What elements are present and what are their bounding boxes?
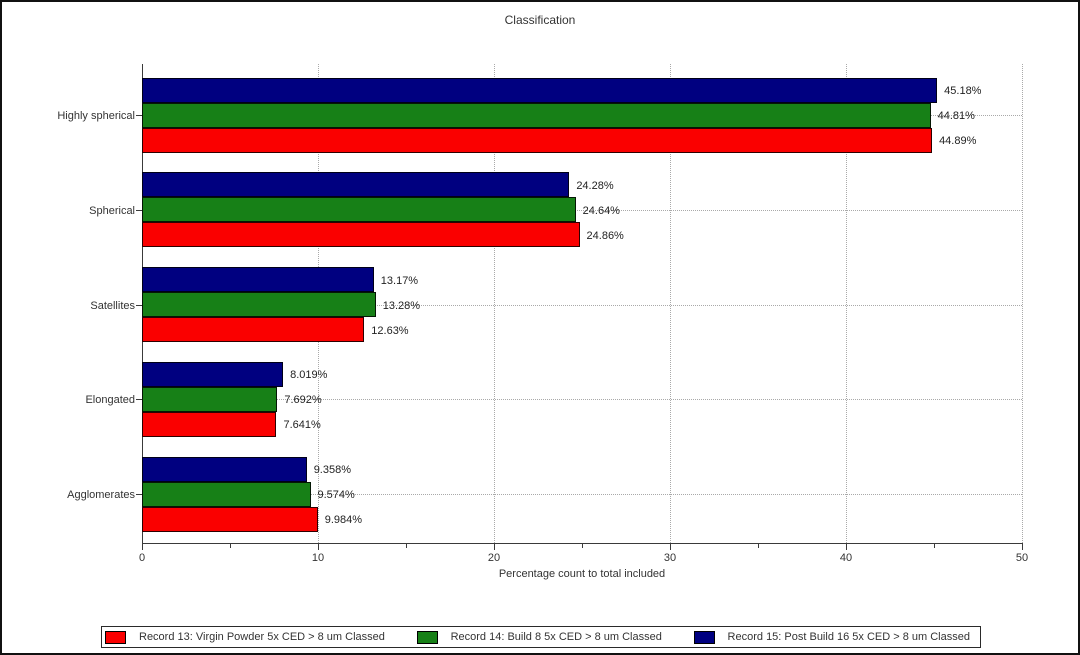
bar-value-label: 9.358% [313, 464, 351, 476]
category-label: Agglomerates [67, 489, 135, 501]
bar-value-label: 44.89% [939, 135, 977, 147]
x-tick [318, 543, 319, 550]
category-tick [136, 209, 142, 211]
category-tick [136, 115, 142, 116]
legend-label: Record 13: Virgin Powder 5x CED > 8 um C… [139, 631, 385, 643]
bar [142, 456, 307, 482]
bar [142, 172, 570, 198]
bar-value-label: 7.692% [284, 394, 322, 407]
bar-value-label: 13.28% [382, 299, 421, 312]
category-label: Satellites [90, 299, 135, 312]
bar [142, 267, 374, 292]
legend: Record 13: Virgin Powder 5x CED > 8 um C… [101, 626, 981, 648]
gridline-horizontal [143, 494, 1022, 495]
bar [142, 386, 278, 412]
x-minor-tick [934, 543, 935, 548]
x-tick [670, 543, 671, 550]
x-axis-title: Percentage count to total included [498, 568, 666, 580]
bar [142, 292, 376, 317]
x-tick-label: 20 [487, 552, 501, 564]
x-tick [142, 543, 143, 550]
gridline-vertical [846, 64, 847, 543]
legend-swatch [693, 630, 715, 644]
bar [142, 197, 576, 223]
category-label: Spherical [89, 204, 135, 217]
category-label: Elongated [85, 394, 135, 407]
legend-swatch [105, 630, 126, 644]
x-minor-tick [758, 543, 759, 548]
bar-value-label: 45.18% [944, 85, 982, 97]
gridline-horizontal [143, 399, 1022, 401]
x-minor-tick [230, 543, 231, 548]
bar-value-label: 24.86% [586, 229, 624, 242]
gridline-vertical [670, 64, 671, 543]
x-tick-label: 30 [663, 552, 677, 564]
legend-entry: Record 13: Virgin Powder 5x CED > 8 um C… [105, 630, 385, 644]
category-label: Highly spherical [57, 110, 135, 122]
gridline-vertical [1022, 64, 1023, 543]
bar [142, 102, 931, 128]
bar [142, 127, 933, 153]
legend-label: Record 14: Build 8 5x CED > 8 um Classed [450, 631, 662, 643]
bar-value-label: 12.63% [371, 324, 409, 337]
bar [142, 77, 938, 103]
category-tick [136, 494, 142, 495]
bar-value-label: 24.64% [582, 204, 620, 217]
category-tick [136, 304, 142, 306]
bar [142, 361, 284, 387]
bar [142, 411, 277, 437]
bar-value-label: 44.81% [937, 110, 975, 122]
x-tick [846, 543, 847, 550]
legend-entry: Record 14: Build 8 5x CED > 8 um Classed [416, 630, 662, 644]
x-minor-tick [582, 543, 583, 548]
legend-swatch [416, 630, 438, 644]
gridline-horizontal [143, 209, 1022, 211]
x-tick [494, 543, 495, 550]
gridline-horizontal [143, 304, 1022, 306]
legend-entry: Record 15: Post Build 16 5x CED > 8 um C… [693, 630, 970, 644]
gridline-vertical [494, 64, 495, 543]
category-tick [136, 399, 142, 401]
bar-value-label: 8.019% [290, 369, 328, 382]
legend-label: Record 15: Post Build 16 5x CED > 8 um C… [727, 631, 970, 643]
bar-value-label: 7.641% [283, 419, 321, 432]
x-tick [1022, 543, 1023, 550]
x-minor-tick [406, 543, 407, 548]
bar-value-label: 9.574% [317, 489, 355, 501]
bar [142, 317, 365, 342]
chart-title: Classification [504, 13, 576, 27]
bar-value-label: 24.28% [576, 179, 614, 192]
bar-value-label: 9.984% [324, 514, 363, 526]
x-tick-label: 40 [839, 552, 853, 564]
x-tick-label: 50 [1015, 552, 1029, 564]
bar [142, 481, 311, 507]
bar-value-label: 13.17% [380, 274, 419, 287]
bar [142, 506, 318, 532]
x-tick-label: 10 [311, 552, 325, 564]
x-tick-label: 0 [138, 552, 146, 564]
bar [142, 222, 580, 248]
